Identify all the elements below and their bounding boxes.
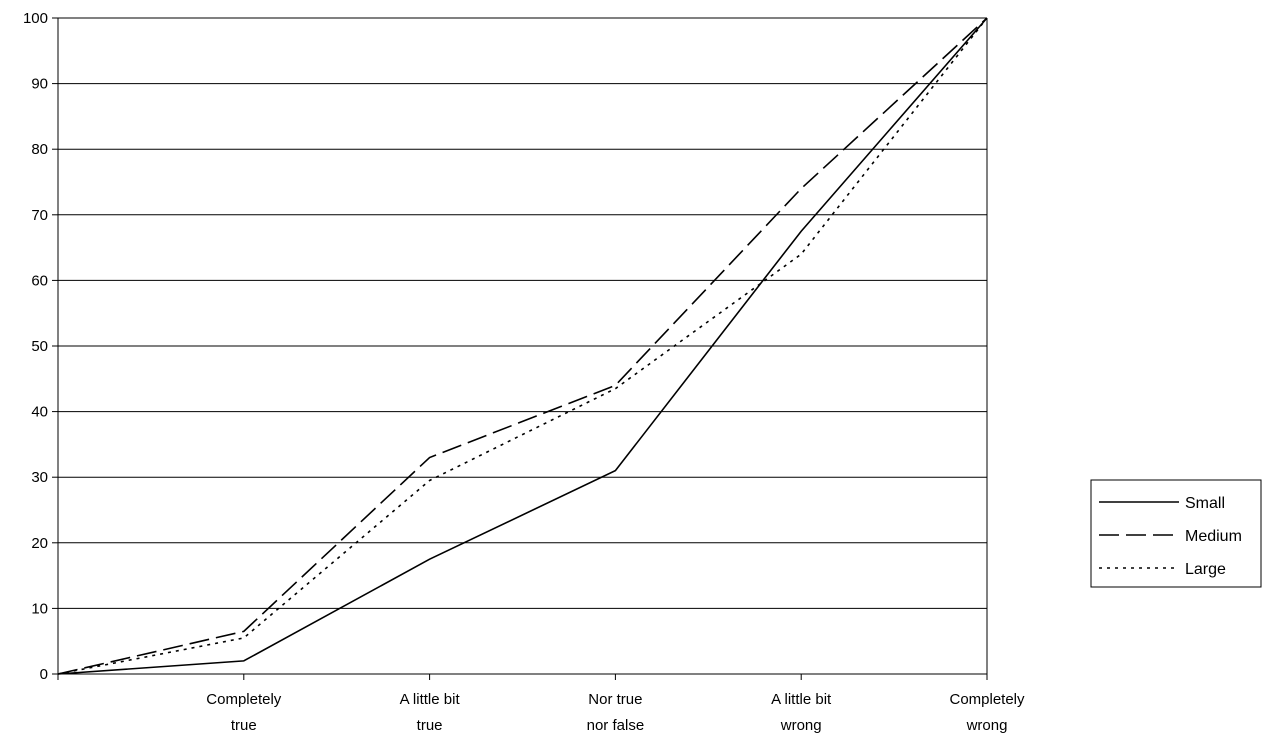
gridlines bbox=[58, 17, 987, 609]
y-tick-label: 20 bbox=[31, 535, 48, 552]
x-tick-label: true bbox=[231, 717, 257, 734]
series-line-medium bbox=[57, 17, 988, 675]
y-tick-label: 70 bbox=[31, 207, 48, 224]
x-tick-label: Nor true bbox=[588, 691, 642, 708]
y-tick-label: 100 bbox=[23, 10, 48, 27]
x-tick-label: nor false bbox=[587, 717, 645, 734]
y-tick-label: 90 bbox=[31, 76, 48, 93]
x-tick-label: wrong bbox=[780, 717, 822, 734]
x-tick-label: wrong bbox=[966, 717, 1008, 734]
series-line-large bbox=[57, 17, 988, 675]
x-tick-label: true bbox=[417, 717, 443, 734]
x-tick-label: A little bit bbox=[771, 691, 832, 708]
y-axis-ticks: 0 10 20 30 40 50 60 70 80 90 100 bbox=[23, 10, 58, 683]
x-tick-label: Completely bbox=[206, 691, 282, 708]
series-lines bbox=[57, 17, 988, 675]
y-tick-label: 10 bbox=[31, 600, 48, 617]
legend-label-small: Small bbox=[1185, 495, 1225, 512]
y-tick-label: 40 bbox=[31, 404, 48, 421]
legend-label-medium: Medium bbox=[1185, 528, 1242, 545]
y-tick-label: 0 bbox=[40, 666, 48, 683]
legend-label-large: Large bbox=[1185, 561, 1226, 578]
series-line-small bbox=[57, 17, 988, 675]
x-axis-ticks: Completely true A little bit true Nor true no… bbox=[57, 674, 1025, 734]
x-tick-label: Completely bbox=[949, 691, 1025, 708]
legend: Small Medium Large bbox=[1090, 479, 1262, 588]
y-tick-label: 60 bbox=[31, 272, 48, 289]
y-tick-label: 80 bbox=[31, 141, 48, 158]
x-tick-label: A little bit bbox=[400, 691, 461, 708]
y-tick-label: 50 bbox=[31, 338, 48, 355]
legend-box bbox=[1090, 479, 1262, 588]
y-tick-label: 30 bbox=[31, 469, 48, 486]
